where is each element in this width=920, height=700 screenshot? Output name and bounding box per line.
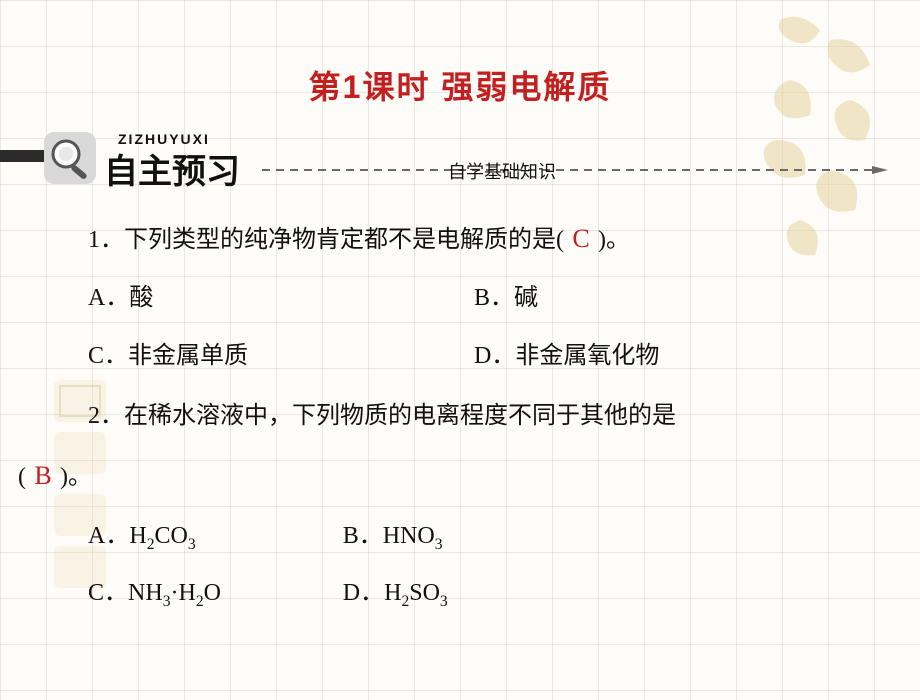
q1-option-a: A．酸 [88,270,474,328]
q2-paren: ( B )。 [0,445,860,507]
q2-b-formula: HNO3 [383,523,443,549]
q1-stem: 1．下列类型的纯净物肯定都不是电解质的是( C )。 [88,208,860,270]
q1-option-b: B．碱 [474,270,860,328]
q1-stem-post: )。 [598,227,630,253]
magnifier-badge-icon [40,128,100,188]
question-2: 2．在稀水溶液中，下列物质的电离程度不同于其他的是 ( B )。 A．H2CO3… [0,386,920,623]
q2-paren-post: )。 [60,464,92,490]
q1-answer: C [570,208,592,270]
q2-a-formula: H2CO3 [129,523,195,549]
q2-paren-pre: ( [18,464,26,490]
q2-answer: B [32,445,54,507]
q2-stem: 2．在稀水溶液中，下列物质的电离程度不同于其他的是 [0,388,860,446]
q2-option-a: A．H2CO3 [88,508,343,566]
q2-option-d: D．H2SO3 [343,565,598,623]
q1-options: A．酸 B．碱 C．非金属单质 D．非金属氧化物 [88,270,860,385]
q2-c-formula: NH3·H2O [128,580,221,606]
section-banner: ZIZHUYUXI 自主预习 自学基础知识 [0,136,920,196]
q2-c-label: C． [88,580,128,606]
q2-d-label: D． [343,580,384,606]
banner-sub-text: 自学基础知识 [448,158,556,184]
q2-option-b: B．HNO3 [343,508,598,566]
q1-option-d: D．非金属氧化物 [474,328,860,386]
q2-d-formula: H2SO3 [384,580,448,606]
q2-options: A．H2CO3 B．HNO3 C．NH3·H2O D．H2SO3 [0,508,860,623]
q2-a-label: A． [88,523,129,549]
question-1: 1．下列类型的纯净物肯定都不是电解质的是( C )。 A．酸 B．碱 C．非金属… [0,196,920,386]
banner-main-text: 自主预习 [104,144,240,193]
page-title: 第1课时 强弱电解质 [0,0,920,108]
q2-option-c: C．NH3·H2O [88,565,343,623]
q1-option-c: C．非金属单质 [88,328,474,386]
q2-b-label: B． [343,523,383,549]
page-content: 第1课时 强弱电解质 ZIZHUYUXI 自主预习 自学基础知识 1．下列类型的… [0,0,920,623]
q1-stem-pre: 1．下列类型的纯净物肯定都不是电解质的是( [88,227,564,253]
banner-dashed-arrow [262,166,902,174]
